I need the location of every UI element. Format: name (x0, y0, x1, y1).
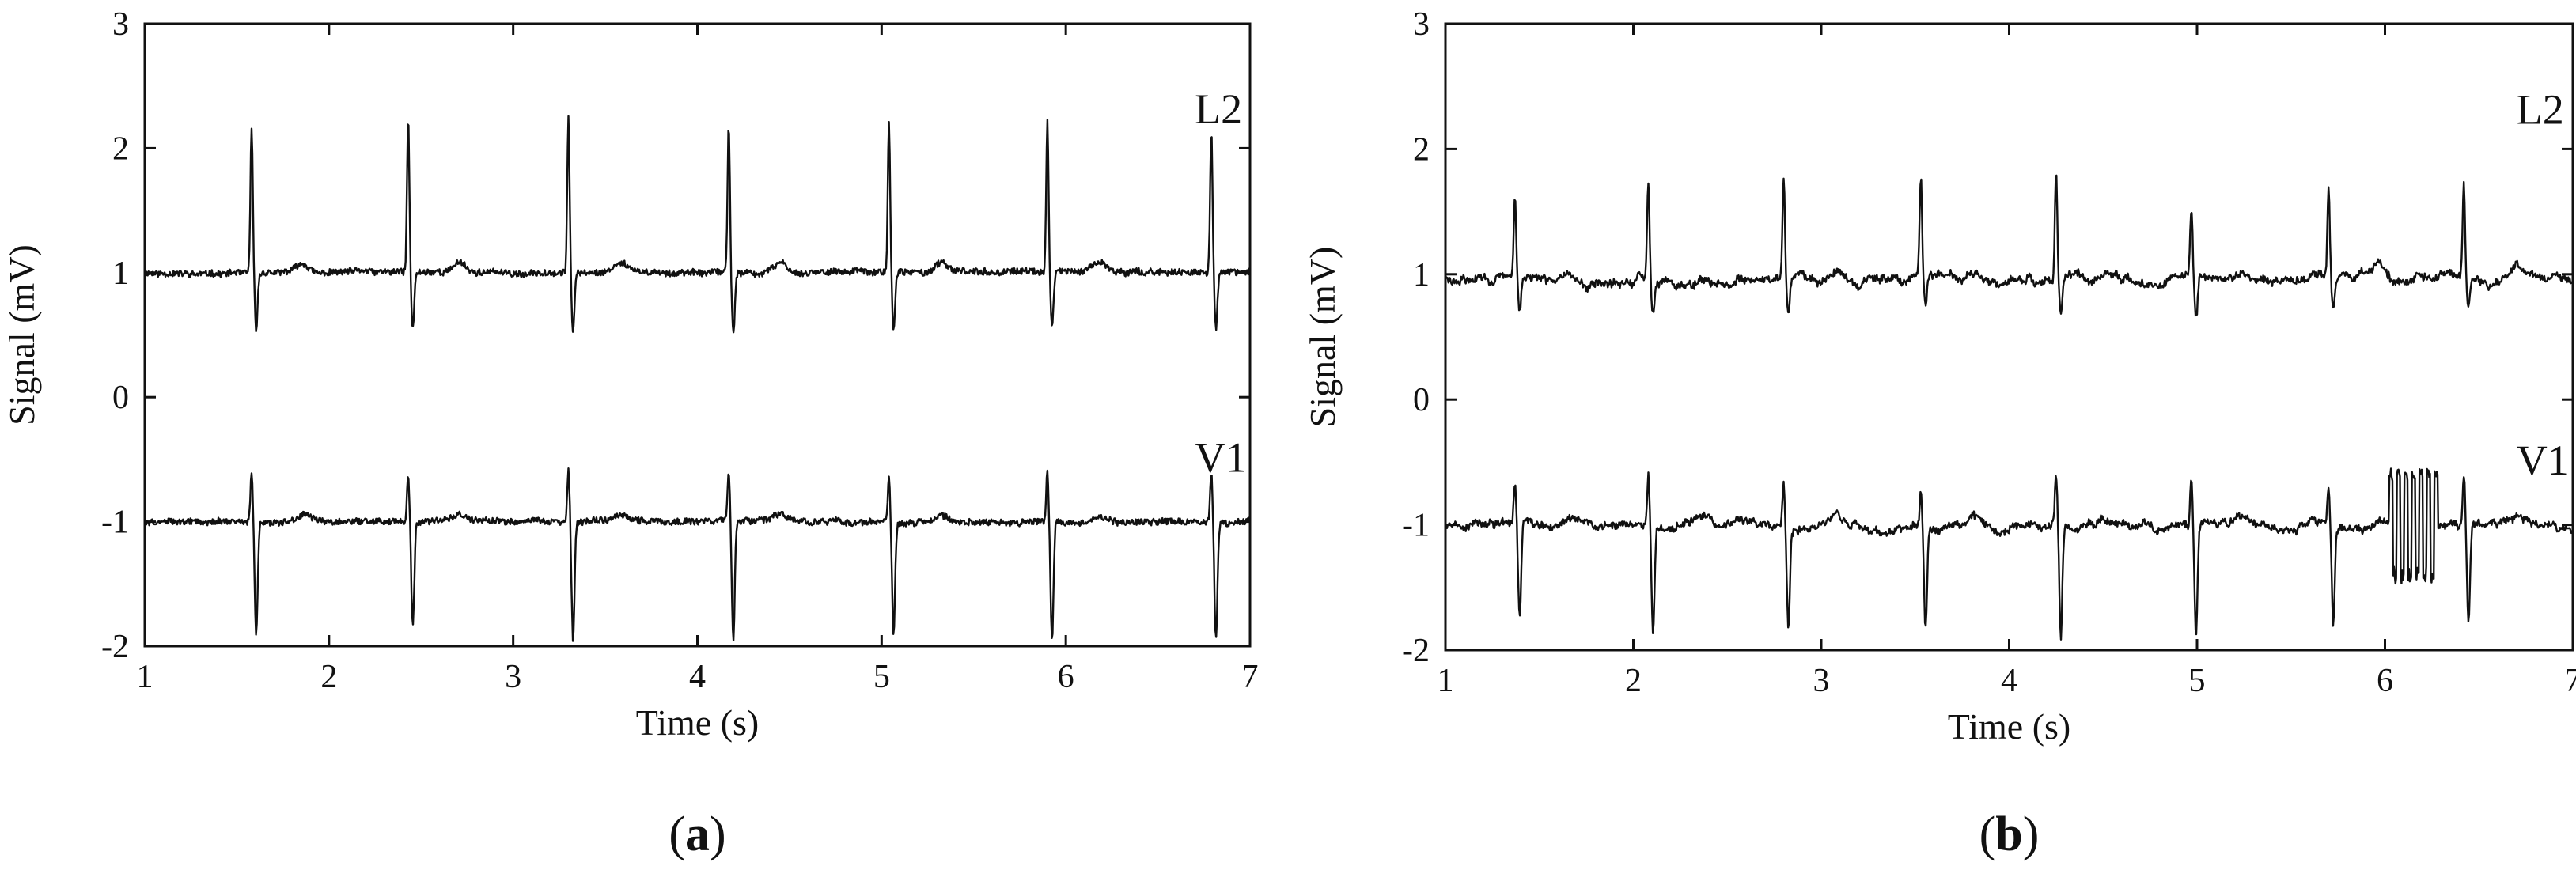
x-axis-label: Time (s) (1948, 706, 2071, 747)
x-tick-label: 7 (2565, 663, 2576, 699)
panel-label-close: ) (710, 807, 726, 861)
y-axis-label: Signal (mV) (1302, 247, 1343, 428)
x-axis-label: Time (s) (636, 702, 760, 743)
x-tick-label: 3 (505, 659, 521, 695)
series-line-v1 (1444, 467, 2574, 641)
x-tick-label: 6 (2377, 663, 2393, 699)
panel-label: (a) (669, 807, 725, 861)
x-tick-label: 3 (1813, 663, 1830, 699)
x-tick-label: 5 (873, 659, 890, 695)
series-label-l2: L2 (1195, 85, 1242, 133)
x-tick-label: 4 (2001, 663, 2017, 699)
chart-panel-a: 1 2 3 4 5 6 7 -2 -1 0 1 2 3 Time (s) Signal (mV) L2 V1 (a… (2, 6, 1259, 861)
y-tick-label: 1 (112, 255, 129, 292)
y-tick-label: 0 (112, 380, 129, 416)
y-axis-label: Signal (mV) (2, 244, 42, 425)
x-tick-label: 2 (1625, 663, 1642, 699)
y-tick-label: -1 (101, 505, 129, 541)
panel-label-letter: b (1995, 807, 2022, 861)
panel-label-open: ( (669, 807, 685, 861)
panel-label-letter: a (685, 807, 710, 861)
chart-panel-b: 1 2 3 4 5 6 7 -2 -1 0 1 2 3 Time (s) Signal (mV) L2 V1 (b… (1302, 6, 2576, 861)
series-label-v1: V1 (2517, 437, 2569, 484)
x-tick-label: 2 (320, 659, 337, 695)
x-tick-label: 1 (137, 659, 153, 695)
y-tick-label: -1 (1402, 508, 1430, 544)
y-tick-label: 3 (112, 6, 129, 43)
x-tick-label: 6 (1058, 659, 1074, 695)
y-tick-label: -2 (101, 629, 129, 665)
x-tick-label: 7 (1242, 659, 1259, 695)
y-tick-label: -2 (1402, 633, 1430, 669)
y-tick-label: 2 (1413, 131, 1430, 168)
plot-frame (143, 22, 1252, 648)
panel-label-open: ( (1979, 807, 1996, 861)
series-label-v1: V1 (1195, 434, 1247, 482)
series-line-v1 (143, 467, 1252, 642)
y-tick-label: 1 (1413, 257, 1430, 293)
panel-label: (b) (1979, 807, 2040, 861)
series-label-l2: L2 (2517, 86, 2564, 134)
y-tick-label: 2 (112, 130, 129, 167)
x-tick-label: 1 (1438, 663, 1454, 699)
x-tick-label: 4 (689, 659, 706, 695)
series-line-l2 (1444, 174, 2574, 317)
panel-label-close: ) (2023, 807, 2040, 861)
series-line-l2 (144, 115, 1252, 334)
x-tick-label: 5 (2189, 663, 2206, 699)
y-tick-label: 0 (1413, 382, 1430, 418)
y-tick-label: 3 (1413, 6, 1430, 43)
